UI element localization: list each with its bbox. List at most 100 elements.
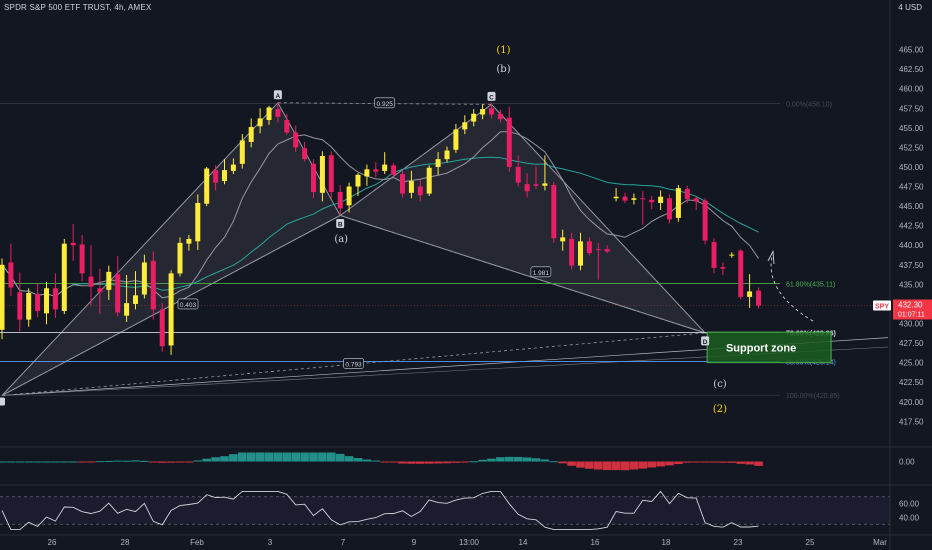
macd-bar (398, 461, 407, 464)
currency-label: 4 USD (898, 3, 922, 12)
macd-bar (229, 454, 238, 462)
macd-bar (273, 452, 283, 462)
ratio-line-xb (1, 215, 341, 396)
candle-body (293, 132, 299, 148)
candle-body (533, 184, 539, 186)
macd-bar (51, 461, 60, 463)
candle-body (489, 108, 494, 115)
candle-body (693, 198, 699, 202)
candle-body (524, 184, 530, 192)
wave-label: (a) (334, 234, 348, 245)
macd-bar (104, 460, 114, 462)
candle-body (328, 155, 334, 193)
price-tick-label: 417.50 (899, 417, 924, 426)
macd-bar (122, 460, 131, 462)
macd-bar (549, 461, 559, 463)
price-axis[interactable]: 417.50 420.00 422.50 425.00 427.50 430.00 432.… (873, 0, 932, 550)
candle-body (319, 156, 325, 193)
macd-bar (611, 461, 621, 471)
price-tick-label: 422.50 (899, 378, 924, 387)
time-tick-label: 18 (662, 538, 671, 547)
macd-bar (86, 461, 96, 463)
macd-bar (531, 458, 541, 462)
price-tick-label: 457.50 (899, 104, 924, 113)
candle-body (738, 250, 744, 297)
ratio-badge (530, 266, 552, 278)
macd-bar (656, 461, 665, 467)
candle-body (133, 295, 138, 304)
macd-bar (505, 456, 514, 462)
candle-body (302, 148, 308, 160)
fast-moving-average (1, 131, 759, 299)
macd-bar (709, 461, 719, 463)
candle-body (373, 169, 379, 172)
macd-bar (754, 461, 763, 466)
macd-bar (576, 461, 585, 468)
macd-bar (745, 461, 754, 465)
candle-body (551, 184, 557, 239)
macd-bar (255, 452, 265, 462)
candle-body (675, 188, 681, 218)
candle-body (595, 249, 601, 251)
candlesticks[interactable] (0, 102, 761, 355)
ratio-line-xd (1, 332, 706, 396)
ratio-badge (177, 298, 199, 310)
macd-bar (496, 457, 505, 462)
candle-body (747, 291, 753, 297)
candle-body (613, 196, 619, 199)
candle-body (35, 293, 41, 311)
candle-body (106, 271, 112, 290)
candle-body (52, 288, 58, 310)
macd-tick-label: 0.00 (899, 458, 915, 467)
macd-bar (335, 453, 345, 462)
macd-bar (149, 461, 158, 463)
candle-body (88, 276, 94, 287)
price-tick-label: 420.00 (899, 398, 924, 407)
candle-body (26, 292, 32, 320)
ratio-line-bd (340, 215, 706, 334)
wave-label: (c) (713, 379, 727, 390)
time-tick-label: Feb (190, 538, 204, 547)
ratio-label: 1.981 (533, 270, 550, 277)
indicator-panes: 0.00 60.00 40.00 (0, 446, 932, 536)
horizontal-levels: 61.80%(435.11)78.60%(428.86)88.60%(425.1… (0, 102, 890, 400)
candle-body (70, 242, 76, 246)
price-tag-price: 432.30 (898, 301, 923, 310)
symbol-title: SPDR S&P 500 ETF TRUST, 4h, AMEX (4, 3, 152, 12)
macd-bar (264, 452, 274, 462)
time-tick-label: 25 (806, 538, 815, 547)
candle-body (124, 303, 130, 316)
time-tick-label: 14 (519, 538, 528, 547)
macd-bar (540, 459, 550, 462)
candle-body (497, 113, 503, 120)
price-tick-label: 452.50 (899, 143, 924, 152)
candle-body (382, 164, 388, 171)
macd-bar (6, 461, 16, 463)
macd-bar (238, 452, 247, 462)
price-tick-label: 435.00 (899, 280, 924, 289)
macd-bar (15, 461, 25, 463)
macd-bar (42, 461, 51, 463)
time-axis[interactable]: 26 28 Feb 3 7 9 13:00 14 16 18 23 25 Mar (48, 538, 888, 547)
macd-bar (140, 460, 149, 462)
macd-bar (487, 458, 496, 462)
candle-body (702, 200, 708, 241)
macd-bar (389, 461, 398, 463)
price-tag-symbol: SPY (875, 304, 889, 311)
price-tag-symbol-box (873, 300, 891, 311)
macd-bar (594, 461, 603, 470)
macd-bar (166, 461, 176, 463)
macd-bar (344, 456, 354, 462)
rsi-band (0, 496, 890, 525)
price-tag-box (893, 299, 932, 320)
macd-bar (451, 461, 461, 463)
macd-bar (629, 461, 639, 470)
candle-body (756, 290, 761, 306)
macd-bar (416, 461, 425, 464)
candle-body (213, 170, 219, 183)
price-tick-label: 447.50 (899, 183, 924, 192)
candle-body (586, 241, 592, 254)
candle-body (159, 309, 165, 347)
annotations: Support zone A B C D 0.403 0.925 1.981 0.793 (1) (… (0, 45, 832, 415)
